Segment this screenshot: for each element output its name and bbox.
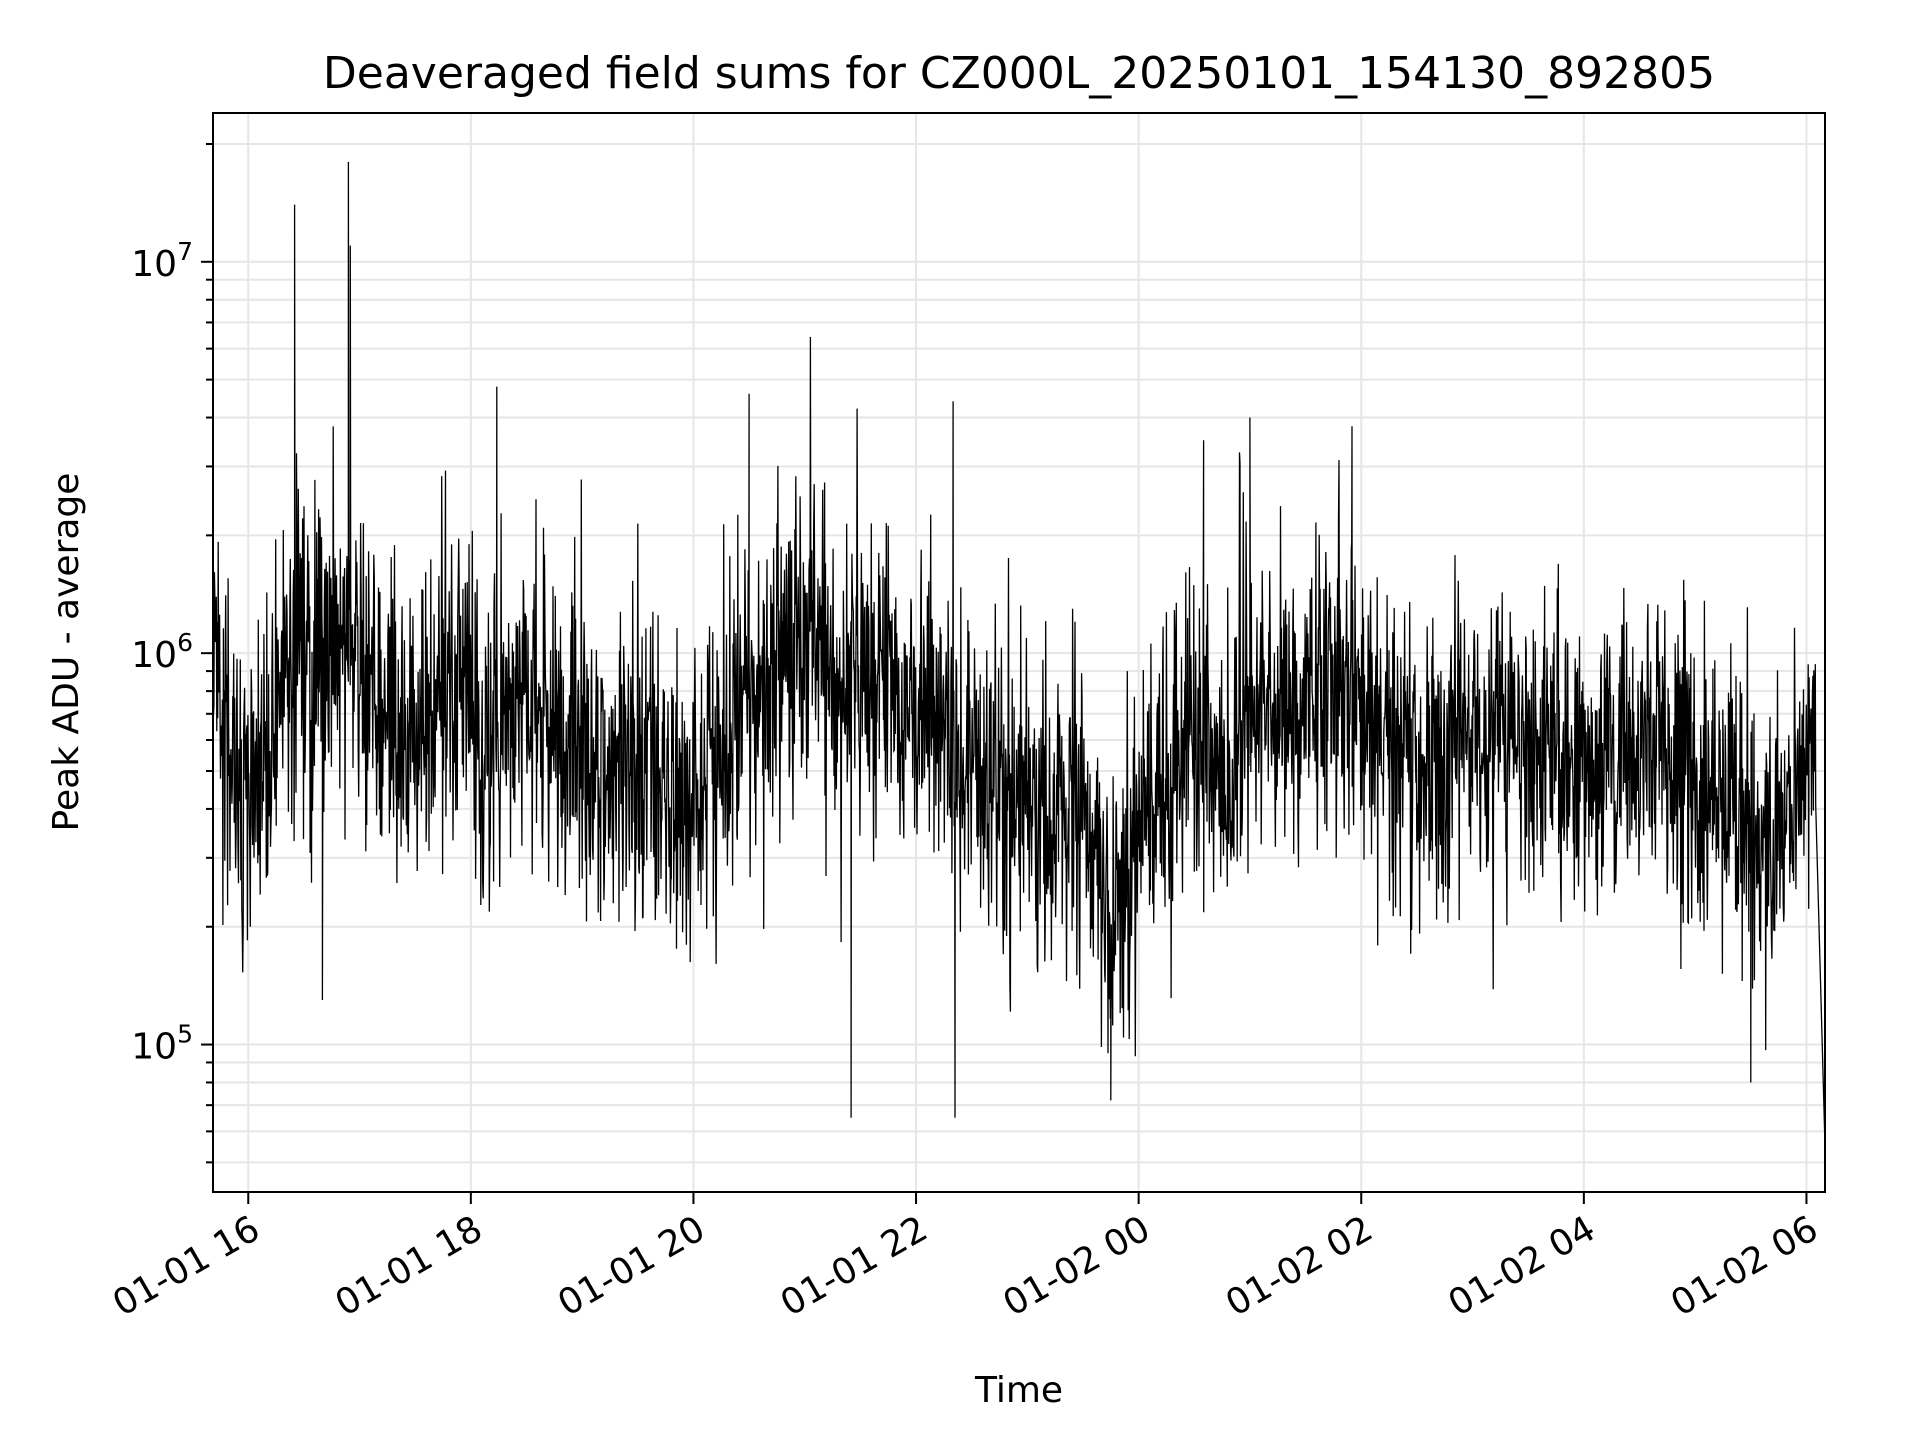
x-axis-label: Time: [974, 1370, 1063, 1411]
chart-title: Deaveraged field sums for CZ000L_2025010…: [323, 48, 1715, 99]
y-axis-label: Peak ADU - average: [46, 473, 87, 832]
series-line: [212, 161, 1826, 1147]
y-tick-label: 106: [131, 628, 193, 676]
y-tick-label: 107: [131, 237, 193, 285]
y-tick-label: 105: [131, 1020, 193, 1068]
series-line-path: [212, 161, 1826, 1147]
y-axis-ticks: 105 106 107: [131, 142, 213, 1164]
